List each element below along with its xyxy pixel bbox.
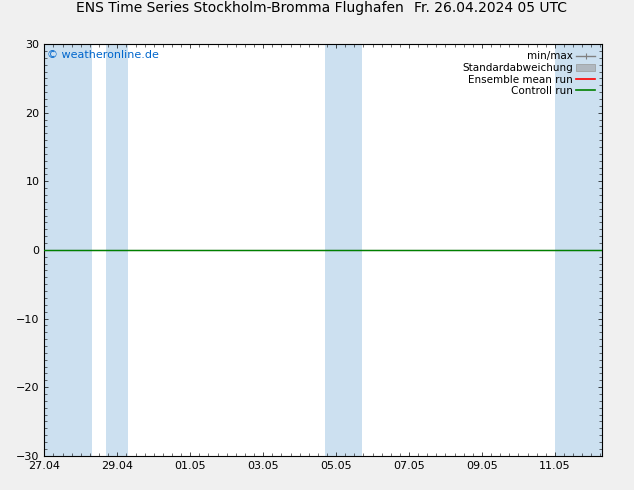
Text: ENS Time Series Stockholm-Bromma Flughafen: ENS Time Series Stockholm-Bromma Flughaf… — [76, 0, 403, 15]
Bar — [44, 44, 92, 456]
Legend: min/max, Standardabweichung, Ensemble mean run, Controll run: min/max, Standardabweichung, Ensemble me… — [460, 49, 597, 98]
Text: Fr. 26.04.2024 05 UTC: Fr. 26.04.2024 05 UTC — [414, 0, 567, 15]
Text: © weatheronline.de: © weatheronline.de — [47, 50, 159, 60]
Bar — [325, 44, 361, 456]
Bar — [107, 44, 128, 456]
Bar — [555, 44, 602, 456]
